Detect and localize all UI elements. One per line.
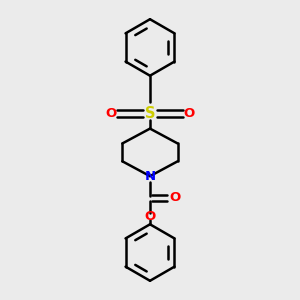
Text: O: O: [105, 107, 116, 120]
Text: S: S: [145, 106, 155, 121]
Text: O: O: [184, 107, 195, 120]
Text: N: N: [144, 170, 156, 183]
Text: O: O: [169, 191, 180, 204]
Text: O: O: [144, 210, 156, 224]
